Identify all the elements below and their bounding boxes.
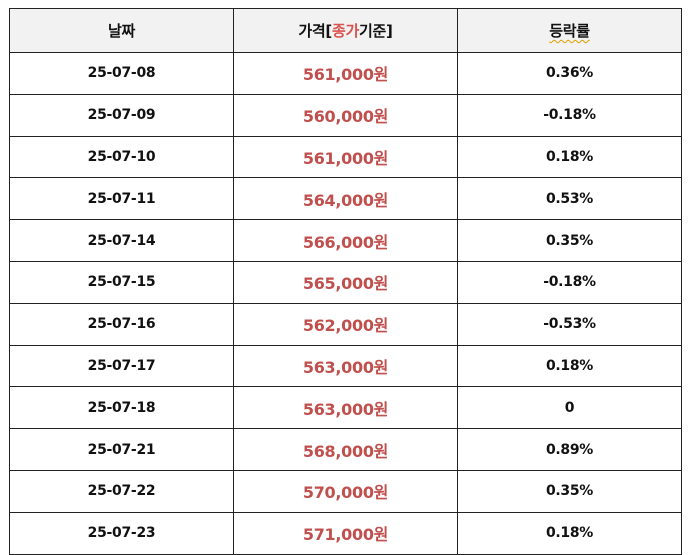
table-row: 25-07-09 560,000원 -0.18% <box>9 93 682 137</box>
table-row: 25-07-17 563,000원 0.18% <box>9 344 682 388</box>
date-cell: 25-07-10 <box>9 135 234 179</box>
date-cell: 25-07-16 <box>9 302 234 346</box>
date-cell: 25-07-08 <box>9 52 234 95</box>
table-row: 25-07-08 561,000원 0.36% <box>9 52 682 95</box>
table-row: 25-07-11 564,000원 0.53% <box>9 177 682 221</box>
date-cell: 25-07-14 <box>9 219 234 262</box>
header-price-suffix: 기준] <box>359 22 393 40</box>
change-cell: -0.18% <box>457 260 682 304</box>
price-cell: 563,000원 <box>233 386 458 430</box>
change-cell: 0.89% <box>457 428 682 471</box>
change-cell: -0.18% <box>457 93 682 137</box>
date-cell: 25-07-21 <box>9 428 234 471</box>
date-cell: 25-07-11 <box>9 177 234 221</box>
header-price: 가격[종가기준] <box>233 8 458 53</box>
price-cell: 571,000원 <box>233 511 458 555</box>
date-cell: 25-07-09 <box>9 93 234 137</box>
price-cell: 563,000원 <box>233 344 458 388</box>
table-row: 25-07-10 561,000원 0.18% <box>9 135 682 179</box>
price-cell: 564,000원 <box>233 177 458 221</box>
header-price-highlight: 종가 <box>331 22 359 40</box>
change-cell: 0.35% <box>457 219 682 262</box>
change-cell: 0.35% <box>457 469 682 513</box>
price-cell: 568,000원 <box>233 428 458 471</box>
table-header-row: 날짜 가격[종가기준] 등락률 <box>9 8 682 53</box>
date-cell: 25-07-15 <box>9 260 234 304</box>
price-table: 날짜 가격[종가기준] 등락률 25-07-08 561,000원 0.36% 25-… <box>9 8 682 555</box>
price-cell: 561,000원 <box>233 135 458 179</box>
price-cell: 566,000원 <box>233 219 458 262</box>
price-cell: 562,000원 <box>233 302 458 346</box>
table-row: 25-07-15 565,000원 -0.18% <box>9 260 682 304</box>
header-price-prefix: 가격[ <box>298 22 332 40</box>
change-cell: 0 <box>457 386 682 430</box>
date-cell: 25-07-22 <box>9 469 234 513</box>
price-cell: 560,000원 <box>233 93 458 137</box>
date-cell: 25-07-17 <box>9 344 234 388</box>
table-row: 25-07-16 562,000원 -0.53% <box>9 302 682 346</box>
table-row: 25-07-21 568,000원 0.89% <box>9 428 682 471</box>
table-row: 25-07-18 563,000원 0 <box>9 386 682 430</box>
change-cell: 0.18% <box>457 135 682 179</box>
date-cell: 25-07-18 <box>9 386 234 430</box>
table-row: 25-07-23 571,000원 0.18% <box>9 511 682 555</box>
price-cell: 570,000원 <box>233 469 458 513</box>
price-cell: 561,000원 <box>233 52 458 95</box>
table-row: 25-07-14 566,000원 0.35% <box>9 219 682 262</box>
change-cell: 0.18% <box>457 511 682 555</box>
header-change: 등락률 <box>457 8 682 53</box>
table-row: 25-07-22 570,000원 0.35% <box>9 469 682 513</box>
price-cell: 565,000원 <box>233 260 458 304</box>
header-date: 날짜 <box>9 8 234 53</box>
change-cell: -0.53% <box>457 302 682 346</box>
change-cell: 0.53% <box>457 177 682 221</box>
change-cell: 0.36% <box>457 52 682 95</box>
date-cell: 25-07-23 <box>9 511 234 555</box>
header-change-label: 등락률 <box>549 22 590 40</box>
change-cell: 0.18% <box>457 344 682 388</box>
